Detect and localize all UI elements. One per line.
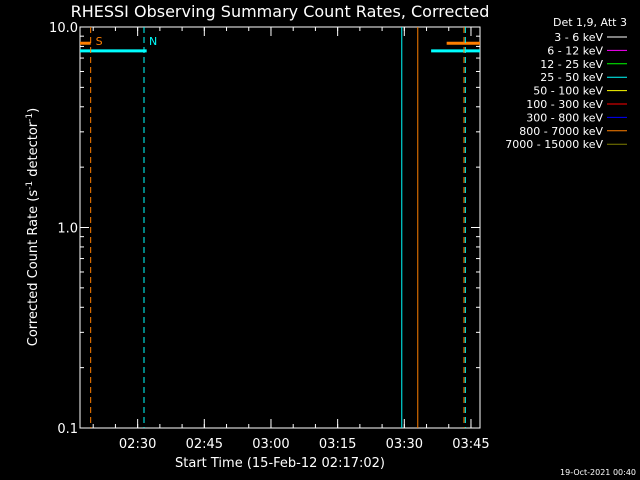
- x-tick-label: 03:30: [386, 437, 423, 452]
- x-tick-label: 03:45: [452, 437, 489, 452]
- y-tick-label: 1.0: [57, 222, 78, 237]
- chart-title: RHESSI Observing Summary Count Rates, Co…: [71, 2, 490, 21]
- legend-item-label: 3 - 6 keV: [554, 31, 603, 44]
- legend-item-label: 100 - 300 keV: [526, 98, 603, 111]
- x-tick-label: 02:30: [119, 437, 156, 452]
- y-axis-label-main: Corrected Count Rate (s: [26, 190, 41, 347]
- y-axis-label: Corrected Count Rate (s-1 detector-1): [25, 108, 41, 346]
- y-axis-ticks: 0.1 1.0 10.0: [49, 21, 480, 437]
- x-tick-label: 03:00: [252, 437, 289, 452]
- legend-item-label: 12 - 25 keV: [540, 58, 603, 71]
- y-axis-label-mid: detector: [26, 121, 41, 181]
- y-axis-label-sup1: -1: [25, 181, 35, 190]
- x-axis-ticks: 02:30 02:45 03:00 03:15 03:30 03:45: [92, 27, 490, 452]
- y-axis-label-end: ): [26, 108, 41, 113]
- legend-header: Det 1,9, Att 3: [553, 16, 627, 29]
- plot-frame: [79, 26, 481, 429]
- marker-label: S: [96, 35, 103, 48]
- y-tick-label: 0.1: [57, 422, 78, 437]
- y-tick-label: 10.0: [49, 21, 78, 36]
- legend-item-label: 300 - 800 keV: [526, 111, 603, 124]
- series-layer: [80, 41, 480, 53]
- x-tick-label: 03:15: [319, 437, 356, 452]
- timestamp: 19-Oct-2021 00:40: [560, 468, 636, 477]
- legend-item-label: 50 - 100 keV: [533, 85, 603, 98]
- legend-item-label: 7000 - 15000 keV: [505, 138, 603, 151]
- x-axis-label: Start Time (15-Feb-12 02:17:02): [175, 456, 385, 471]
- y-axis-label-sup2: -1: [25, 113, 35, 122]
- legend-item-label: 6 - 12 keV: [547, 44, 603, 57]
- x-tick-label: 02:45: [186, 437, 223, 452]
- marker-label: N: [149, 35, 157, 48]
- legend-item-label: 800 - 7000 keV: [519, 125, 603, 138]
- legend-item-label: 25 - 50 keV: [540, 71, 603, 84]
